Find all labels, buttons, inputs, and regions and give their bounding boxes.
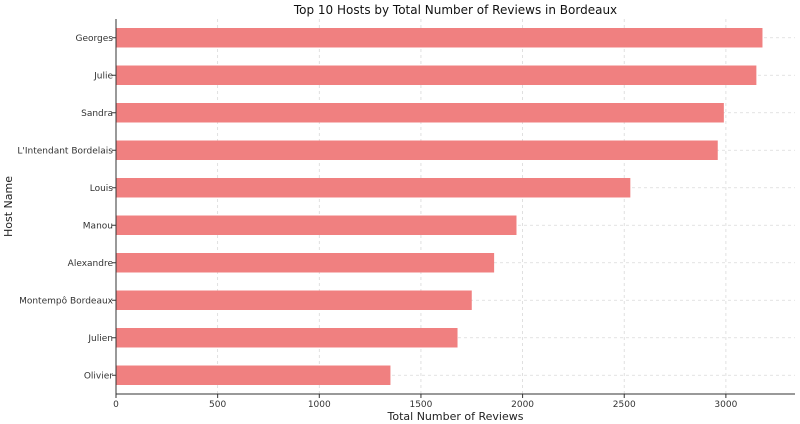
y-tick-labels: Georges Julie Sandra L'Intendant Bordelais L… <box>17 34 113 382</box>
x-tick-label: 0 <box>113 400 119 410</box>
y-tick-label: L'Intendant Bordelais <box>17 146 113 156</box>
bar <box>116 253 495 273</box>
x-tick-label: 2500 <box>613 400 636 410</box>
chart-title: Top 10 Hosts by Total Number of Reviews … <box>293 3 617 17</box>
x-tick-labels: 0 500 1000 1500 2000 2500 3000 <box>113 400 737 410</box>
axes <box>112 19 795 398</box>
bar <box>116 365 391 385</box>
bar <box>116 178 631 198</box>
y-tick-label: Alexandre <box>68 259 114 269</box>
bar <box>116 290 472 310</box>
bar <box>116 215 517 235</box>
y-axis-title: Host Name <box>2 176 15 237</box>
y-tick-label: Sandra <box>81 109 113 119</box>
bars <box>116 28 763 385</box>
y-tick-label: Georges <box>76 34 114 44</box>
y-tick-label: Julien <box>87 334 113 344</box>
y-tick-label: Julie <box>93 71 113 81</box>
x-tick-label: 1500 <box>409 400 432 410</box>
x-tick-label: 2000 <box>511 400 534 410</box>
bar <box>116 103 724 123</box>
x-axis-title: Total Number of Reviews <box>387 410 524 423</box>
y-tick-label: Olivier <box>84 371 113 381</box>
x-tick-label: 500 <box>209 400 226 410</box>
bar <box>116 65 757 85</box>
y-tick-label: Montempô Bordeaux <box>19 295 114 306</box>
y-tick-label: Manou <box>83 221 113 231</box>
y-tick-label: Louis <box>90 184 114 194</box>
bar <box>116 28 763 48</box>
bar <box>116 328 458 348</box>
x-tick-label: 1000 <box>308 400 331 410</box>
x-tick-label: 3000 <box>714 400 737 410</box>
bar <box>116 140 718 160</box>
